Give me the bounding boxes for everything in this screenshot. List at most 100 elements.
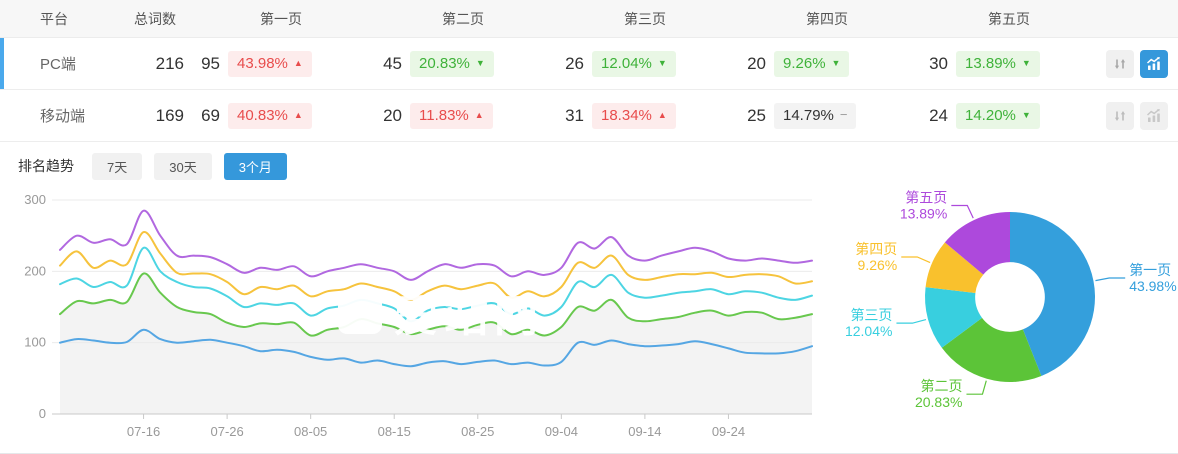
header-page5: 第五页: [988, 10, 1030, 27]
change-arrow-icon: ▲: [474, 110, 484, 120]
table-header: 平台 总词数 第一页 第二页 第三页 第四页 第五页: [0, 0, 1178, 38]
svg-text:0: 0: [39, 406, 46, 421]
change-pct: 14.20%: [965, 106, 1016, 124]
change-badge: 9.26% ▼: [774, 50, 850, 77]
trend-chart-icon: [1146, 108, 1160, 122]
tab-7d[interactable]: 7天: [92, 152, 143, 180]
change-badge: 40.83% ▲: [228, 102, 312, 129]
svg-text:第三页: 第三页: [850, 307, 892, 323]
rank-table: 平台 总词数 第一页 第二页 第三页 第四页 第五页 PC端 216 95 43…: [0, 0, 1178, 142]
change-pct: 13.89%: [965, 54, 1016, 72]
change-arrow-icon: ▲: [293, 110, 303, 120]
page-count: 31: [565, 105, 584, 125]
change-arrow-icon: ▼: [831, 58, 841, 68]
tab-3m[interactable]: 3个月: [223, 152, 287, 180]
trend-title: 排名趋势: [18, 158, 74, 174]
change-pct: 9.26%: [783, 54, 826, 72]
svg-text:20.83%: 20.83%: [915, 394, 962, 410]
change-pct: 12.04%: [601, 54, 652, 72]
sort-updown-icon: [1114, 58, 1126, 69]
header-page3: 第三页: [624, 10, 666, 27]
svg-text:09-14: 09-14: [628, 424, 661, 439]
page2-cell: 45 20.83% ▼: [372, 50, 554, 77]
svg-text:09-24: 09-24: [712, 424, 745, 439]
page-count: 24: [929, 105, 948, 125]
page1-cell: 95 43.98% ▲: [190, 50, 372, 77]
page5-cell: 24 14.20% ▼: [918, 102, 1100, 129]
page1-cell: 69 40.83% ▲: [190, 102, 372, 129]
svg-text:08-25: 08-25: [461, 424, 494, 439]
change-pct: 18.34%: [601, 106, 652, 124]
row-actions: [1100, 49, 1178, 78]
change-badge: 13.89% ▼: [956, 50, 1040, 77]
svg-text:07-26: 07-26: [210, 424, 243, 439]
change-pct: 40.83%: [237, 106, 288, 124]
svg-text:12.04%: 12.04%: [845, 323, 892, 339]
svg-text:07-16: 07-16: [127, 424, 160, 439]
svg-text:08-15: 08-15: [378, 424, 411, 439]
page-count: 20: [383, 105, 402, 125]
change-badge: 43.98% ▲: [228, 50, 312, 77]
sort-button[interactable]: [1106, 49, 1134, 78]
svg-text:300: 300: [24, 192, 46, 207]
header-page2: 第二页: [442, 10, 484, 27]
page3-cell: 31 18.34% ▲: [554, 102, 736, 129]
svg-text:第四页: 第四页: [855, 241, 897, 257]
header-platform: 平台: [40, 10, 68, 27]
svg-text:09-04: 09-04: [545, 424, 578, 439]
change-badge: 14.20% ▼: [956, 102, 1040, 129]
svg-text:9.26%: 9.26%: [858, 257, 898, 273]
change-pct: 14.79%: [783, 106, 834, 124]
page4-cell: 25 14.79% −: [736, 102, 918, 129]
page-count: 45: [383, 53, 402, 73]
page-count: 95: [201, 53, 220, 73]
page3-cell: 26 12.04% ▼: [554, 50, 736, 77]
page4-cell: 20 9.26% ▼: [736, 50, 918, 77]
svg-text:43.98%: 43.98%: [1129, 278, 1176, 294]
tab-30d[interactable]: 30天: [154, 152, 212, 180]
page-count: 69: [201, 105, 220, 125]
trend-toolbar: 排名趋势 7天 30天 3个月: [0, 152, 1178, 180]
page-count: 26: [565, 53, 584, 73]
change-badge: 20.83% ▼: [410, 50, 494, 77]
total-count: 216: [155, 53, 184, 73]
change-arrow-icon: ▼: [475, 58, 485, 68]
change-arrow-icon: ▼: [1021, 58, 1031, 68]
trend-chart-icon: [1146, 56, 1160, 70]
sort-button[interactable]: [1106, 101, 1134, 130]
trend-chart-button[interactable]: [1140, 49, 1168, 78]
table-row-mobile[interactable]: 移动端 169 69 40.83% ▲ 20 11.83% ▲ 31 18.34% ▲…: [0, 90, 1178, 142]
change-arrow-icon: −: [839, 106, 848, 122]
page-count: 25: [747, 105, 766, 125]
line-chart[interactable]: 0 100 200 300 07-16 07-26 08-05 08-15 08-25 09-04…: [0, 184, 832, 447]
svg-text:08-05: 08-05: [294, 424, 327, 439]
page5-cell: 30 13.89% ▼: [918, 50, 1100, 77]
pie-chart[interactable]: 第一页 43.98% 第二页 20.83% 第三页 12.04% 第四页 9.26% 第五页 13…: [832, 184, 1178, 447]
trend-chart-button[interactable]: [1140, 101, 1168, 130]
header-page4: 第四页: [806, 10, 848, 27]
header-total: 总词数: [134, 10, 176, 27]
svg-text:200: 200: [24, 263, 46, 278]
svg-text:第一页: 第一页: [1129, 262, 1171, 278]
change-badge: 12.04% ▼: [592, 50, 676, 77]
change-pct: 11.83%: [419, 106, 469, 124]
header-page1: 第一页: [260, 10, 302, 27]
change-badge: 18.34% ▲: [592, 102, 676, 129]
change-arrow-icon: ▲: [657, 110, 667, 120]
change-arrow-icon: ▲: [293, 58, 303, 68]
charts-area: 0 100 200 300 07-16 07-26 08-05 08-15 08-25 09-04…: [0, 184, 1178, 447]
svg-text:第二页: 第二页: [920, 378, 962, 394]
change-badge: 11.83% ▲: [410, 102, 493, 129]
svg-text:100: 100: [24, 335, 46, 350]
change-arrow-icon: ▼: [1021, 110, 1031, 120]
total-count: 169: [155, 105, 184, 125]
platform-cell: 移动端: [40, 108, 86, 125]
change-badge: 14.79% −: [774, 102, 857, 129]
sort-updown-icon: [1114, 110, 1126, 121]
svg-text:第五页: 第五页: [905, 189, 947, 205]
svg-text:13.89%: 13.89%: [900, 205, 947, 221]
table-row-pc[interactable]: PC端 216 95 43.98% ▲ 45 20.83% ▼ 26 12.04% ▼…: [0, 38, 1178, 90]
change-pct: 20.83%: [419, 54, 470, 72]
row-actions: [1100, 101, 1178, 130]
